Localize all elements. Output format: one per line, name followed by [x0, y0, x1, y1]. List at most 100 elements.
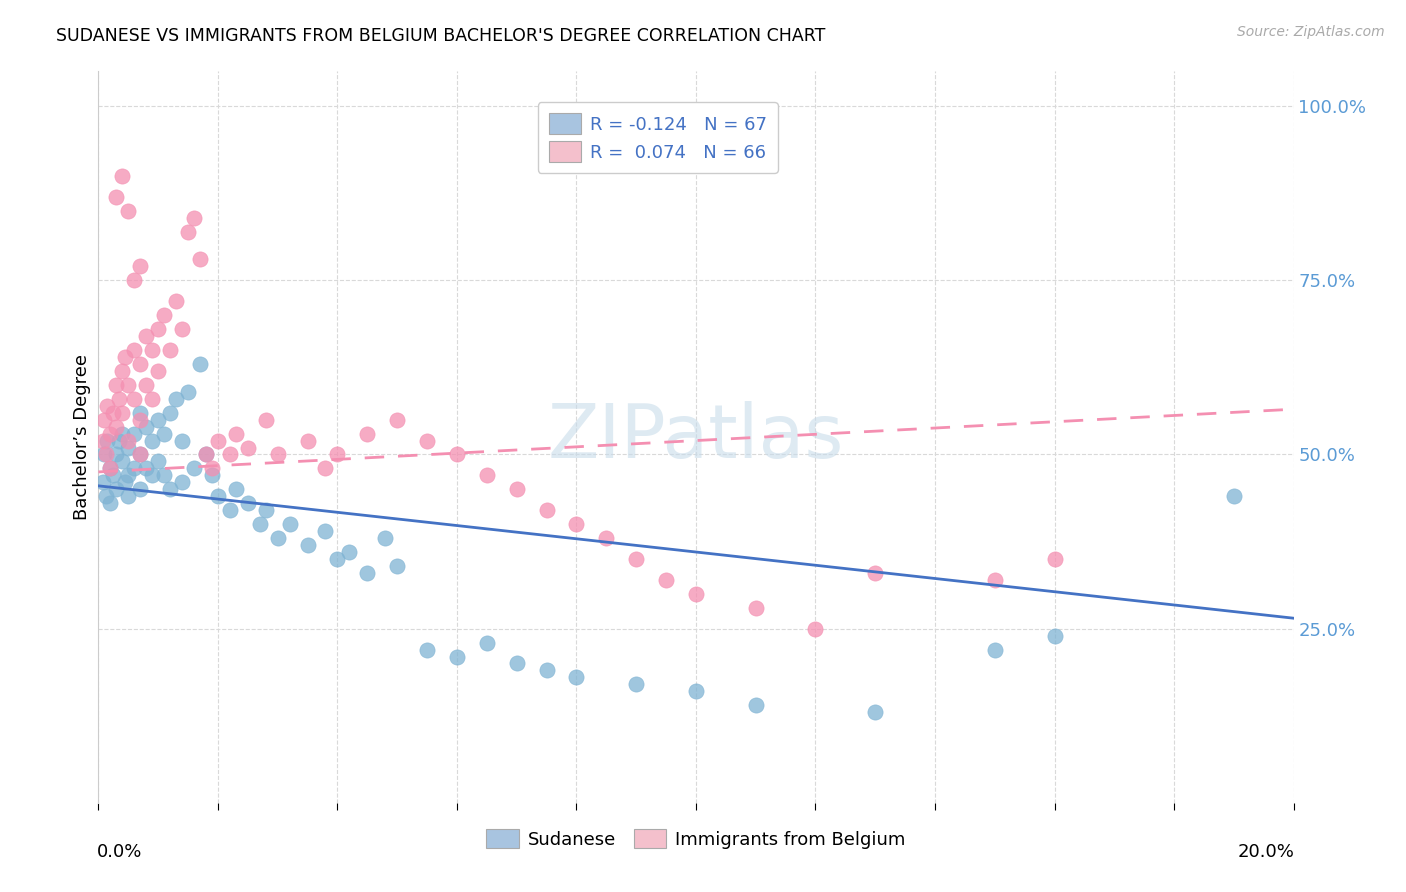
- Point: [141, 468, 163, 483]
- Point: [172, 475, 194, 490]
- Point: [236, 496, 259, 510]
- Point: [356, 566, 378, 580]
- Point: [506, 657, 529, 671]
- Point: [148, 322, 170, 336]
- Point: [94, 448, 117, 462]
- Point: [865, 705, 887, 719]
- Point: [219, 503, 242, 517]
- Point: [865, 566, 887, 580]
- Point: [141, 392, 163, 406]
- Point: [626, 677, 648, 691]
- Point: [117, 377, 139, 392]
- Point: [655, 573, 678, 587]
- Point: [188, 252, 211, 267]
- Point: [374, 531, 396, 545]
- Point: [685, 684, 707, 698]
- Point: [153, 308, 176, 322]
- Point: [117, 441, 139, 455]
- Point: [207, 434, 229, 448]
- Point: [416, 642, 439, 657]
- Point: [385, 412, 409, 426]
- Point: [183, 461, 205, 475]
- Point: [536, 503, 558, 517]
- Legend: Sudanese, Immigrants from Belgium: Sudanese, Immigrants from Belgium: [479, 822, 912, 856]
- Text: 20.0%: 20.0%: [1237, 843, 1295, 861]
- Point: [129, 448, 152, 462]
- Point: [804, 622, 827, 636]
- Point: [254, 412, 277, 426]
- Point: [93, 412, 115, 426]
- Point: [984, 642, 1007, 657]
- Point: [506, 483, 529, 497]
- Point: [111, 364, 134, 378]
- Point: [201, 468, 224, 483]
- Point: [148, 454, 170, 468]
- Text: 0.0%: 0.0%: [97, 843, 142, 861]
- Point: [188, 357, 211, 371]
- Point: [124, 461, 146, 475]
- Point: [159, 406, 181, 420]
- Point: [249, 517, 271, 532]
- Point: [105, 377, 128, 392]
- Point: [225, 426, 247, 441]
- Point: [984, 573, 1007, 587]
- Point: [446, 649, 468, 664]
- Point: [148, 364, 170, 378]
- Point: [111, 406, 134, 420]
- Point: [385, 558, 409, 573]
- Point: [172, 322, 194, 336]
- Point: [91, 475, 114, 490]
- Point: [103, 406, 125, 420]
- Point: [315, 461, 337, 475]
- Text: ZIPatlas: ZIPatlas: [548, 401, 844, 474]
- Point: [626, 552, 648, 566]
- Point: [416, 434, 439, 448]
- Point: [124, 343, 146, 357]
- Point: [165, 294, 187, 309]
- Point: [117, 489, 139, 503]
- Point: [124, 392, 146, 406]
- Point: [356, 426, 378, 441]
- Point: [267, 448, 290, 462]
- Point: [236, 441, 259, 455]
- Point: [129, 448, 152, 462]
- Point: [326, 448, 349, 462]
- Point: [141, 434, 163, 448]
- Point: [315, 524, 337, 538]
- Point: [117, 434, 139, 448]
- Point: [254, 503, 277, 517]
- Point: [108, 434, 131, 448]
- Point: [111, 426, 134, 441]
- Point: [165, 392, 187, 406]
- Point: [111, 454, 134, 468]
- Point: [565, 517, 588, 532]
- Point: [475, 468, 498, 483]
- Point: [135, 329, 157, 343]
- Point: [117, 468, 139, 483]
- Point: [297, 434, 319, 448]
- Point: [745, 600, 768, 615]
- Point: [117, 203, 139, 218]
- Point: [183, 211, 205, 225]
- Point: [129, 260, 152, 274]
- Point: [129, 412, 152, 426]
- Point: [685, 587, 707, 601]
- Point: [278, 517, 301, 532]
- Point: [207, 489, 229, 503]
- Point: [177, 384, 200, 399]
- Point: [129, 357, 152, 371]
- Point: [105, 448, 128, 462]
- Point: [267, 531, 290, 545]
- Point: [135, 461, 157, 475]
- Point: [148, 412, 170, 426]
- Point: [98, 461, 122, 475]
- Point: [153, 468, 176, 483]
- Point: [94, 489, 117, 503]
- Point: [93, 448, 115, 462]
- Point: [159, 483, 181, 497]
- Point: [98, 461, 122, 475]
- Point: [98, 426, 122, 441]
- Point: [124, 426, 146, 441]
- Point: [201, 461, 224, 475]
- Point: [177, 225, 200, 239]
